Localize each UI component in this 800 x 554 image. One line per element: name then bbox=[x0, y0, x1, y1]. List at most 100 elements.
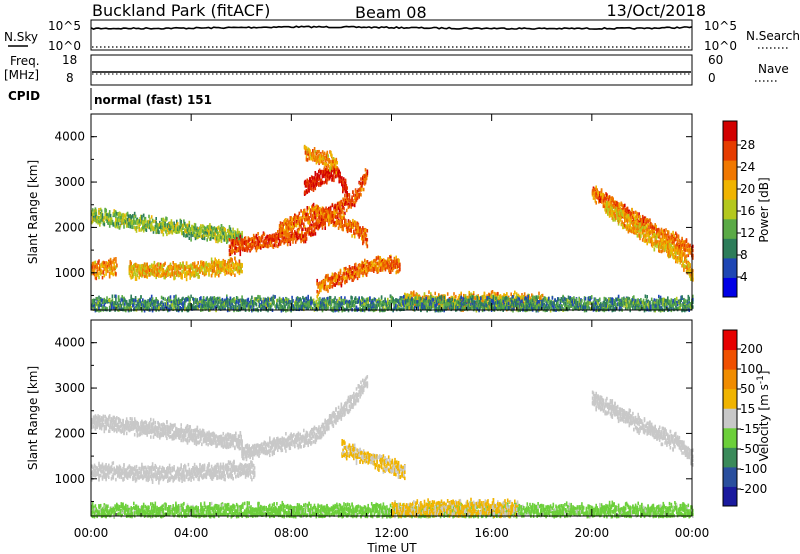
nave-label: Nave bbox=[758, 62, 789, 76]
power-cell bbox=[238, 266, 240, 270]
power-cell bbox=[146, 275, 148, 279]
power-cell bbox=[497, 292, 499, 296]
power-cell bbox=[367, 172, 369, 176]
power-cell bbox=[118, 222, 120, 226]
power-cell bbox=[354, 235, 356, 239]
power-cell bbox=[668, 232, 670, 236]
power-cell bbox=[673, 234, 675, 238]
power-cell bbox=[224, 260, 226, 264]
power-cell bbox=[665, 228, 667, 232]
power-cell bbox=[395, 256, 397, 260]
power-cell bbox=[160, 225, 162, 229]
power-cell bbox=[137, 270, 139, 274]
power-cell bbox=[224, 228, 226, 232]
date-label: 13/Oct/2018 bbox=[606, 1, 706, 20]
power-cell bbox=[364, 259, 366, 263]
power-cell bbox=[256, 234, 258, 238]
power-cell bbox=[382, 268, 384, 272]
power-cell bbox=[128, 215, 130, 219]
power-cell bbox=[357, 197, 359, 201]
power-cell bbox=[365, 168, 367, 172]
power-cell bbox=[164, 262, 166, 266]
power-cell bbox=[345, 179, 347, 183]
power-cell bbox=[163, 218, 165, 222]
power-cell bbox=[612, 214, 614, 218]
power-cell bbox=[239, 260, 241, 264]
power-cell bbox=[154, 261, 156, 265]
power-cell bbox=[329, 208, 331, 212]
power-cell bbox=[135, 272, 137, 276]
power-cell bbox=[229, 238, 231, 242]
power-cell bbox=[332, 167, 334, 171]
power-cell bbox=[365, 229, 367, 233]
power-cell bbox=[637, 212, 639, 216]
power-cell bbox=[105, 261, 107, 265]
power-cell bbox=[98, 212, 100, 216]
noise-right-tick-bottom: 10^0 bbox=[704, 39, 737, 53]
power-cell bbox=[367, 238, 369, 242]
power-cell bbox=[327, 178, 329, 182]
power-cell bbox=[399, 265, 401, 269]
power-cell bbox=[341, 284, 343, 288]
power-cell bbox=[343, 276, 345, 280]
power-cell bbox=[113, 264, 115, 268]
power-cell bbox=[151, 215, 153, 219]
power-cell bbox=[115, 272, 117, 276]
power-cell bbox=[308, 183, 310, 187]
power-cell bbox=[608, 208, 610, 212]
power-cell bbox=[309, 219, 311, 223]
power-cell bbox=[601, 200, 603, 204]
power-cell bbox=[113, 273, 115, 277]
power-cell bbox=[261, 239, 263, 243]
power-cell bbox=[612, 207, 614, 211]
noise-panel-frame bbox=[91, 20, 692, 50]
power-cell bbox=[136, 277, 138, 281]
power-cell bbox=[324, 221, 326, 225]
power-cell bbox=[146, 270, 148, 274]
power-cell bbox=[396, 261, 398, 265]
power-cell bbox=[424, 292, 426, 296]
station-title: Buckland Park (fitACF) bbox=[92, 1, 270, 20]
power-cell bbox=[300, 209, 302, 213]
power-cell bbox=[342, 228, 344, 232]
power-cell bbox=[94, 269, 96, 273]
power-cell bbox=[328, 277, 330, 281]
power-cell bbox=[631, 208, 633, 212]
power-cell bbox=[104, 223, 106, 227]
power-cell bbox=[340, 271, 342, 275]
power-cell bbox=[331, 172, 333, 176]
power-cell bbox=[367, 229, 369, 233]
power-cell bbox=[236, 234, 238, 238]
power-cell bbox=[130, 262, 132, 266]
power-cell bbox=[185, 267, 187, 271]
power-cell bbox=[313, 151, 315, 155]
power-cell bbox=[336, 158, 338, 162]
power-cell bbox=[324, 166, 326, 170]
power-cell bbox=[333, 175, 335, 179]
power-cell bbox=[204, 237, 206, 241]
power-cell bbox=[189, 224, 191, 228]
cpid-panel: CPID normal (fast) 151 bbox=[8, 88, 212, 110]
power-cell bbox=[675, 238, 677, 242]
power-cell bbox=[137, 274, 139, 278]
power-cell bbox=[343, 177, 345, 181]
power-data bbox=[91, 145, 694, 313]
power-cell bbox=[345, 219, 347, 223]
power-cell bbox=[342, 211, 344, 215]
power-cell bbox=[367, 244, 369, 248]
power-cell bbox=[136, 229, 138, 233]
power-cell bbox=[264, 233, 266, 237]
freq-label: Freq. bbox=[10, 54, 40, 68]
power-cell bbox=[300, 225, 302, 229]
power-cell bbox=[684, 244, 686, 248]
power-cell bbox=[130, 225, 132, 229]
power-cell bbox=[154, 274, 156, 278]
power-cell bbox=[492, 290, 494, 294]
power-cell bbox=[358, 235, 360, 239]
power-cell bbox=[145, 219, 147, 223]
power-cell bbox=[346, 186, 348, 190]
power-cell bbox=[287, 243, 289, 247]
power-cell bbox=[676, 233, 678, 237]
power-cell bbox=[363, 240, 365, 244]
